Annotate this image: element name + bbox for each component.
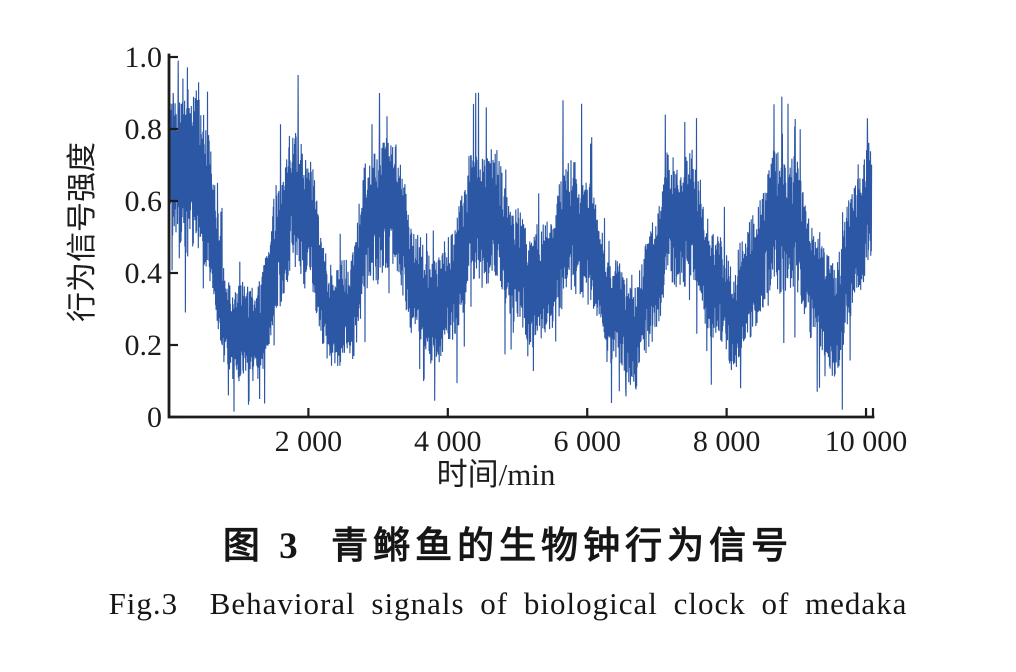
- x-tick-label: 2 000: [275, 425, 343, 458]
- figure-caption-english: Fig.3 Behavioral signals of biological c…: [108, 586, 908, 621]
- x-tick-label: 4 000: [414, 425, 482, 458]
- x-tick-label: 10 000: [825, 425, 908, 458]
- x-tick-label: 8 000: [693, 425, 761, 458]
- x-tick-label: 6 000: [553, 425, 621, 458]
- signal-trace: [168, 60, 873, 412]
- y-tick-label: 1.0: [125, 41, 163, 74]
- figure-caption-chinese: 图 3 青鳉鱼的生物钟行为信号: [222, 526, 794, 567]
- y-tick-label: 0.8: [125, 113, 163, 146]
- y-tick-label: 0.4: [125, 257, 163, 290]
- x-axis-title: 时间/min: [437, 457, 556, 492]
- y-tick-label: 0.2: [125, 329, 163, 362]
- signal-chart: 2 000 4 000 6 000 8 000 10 000 0 0.2 0.4 0.6 0.8 1…: [66, 41, 908, 492]
- y-tick-label: 0.6: [125, 185, 163, 218]
- y-tick-label: 0: [147, 401, 162, 434]
- y-axis-title: 行为信号强度: [66, 142, 99, 322]
